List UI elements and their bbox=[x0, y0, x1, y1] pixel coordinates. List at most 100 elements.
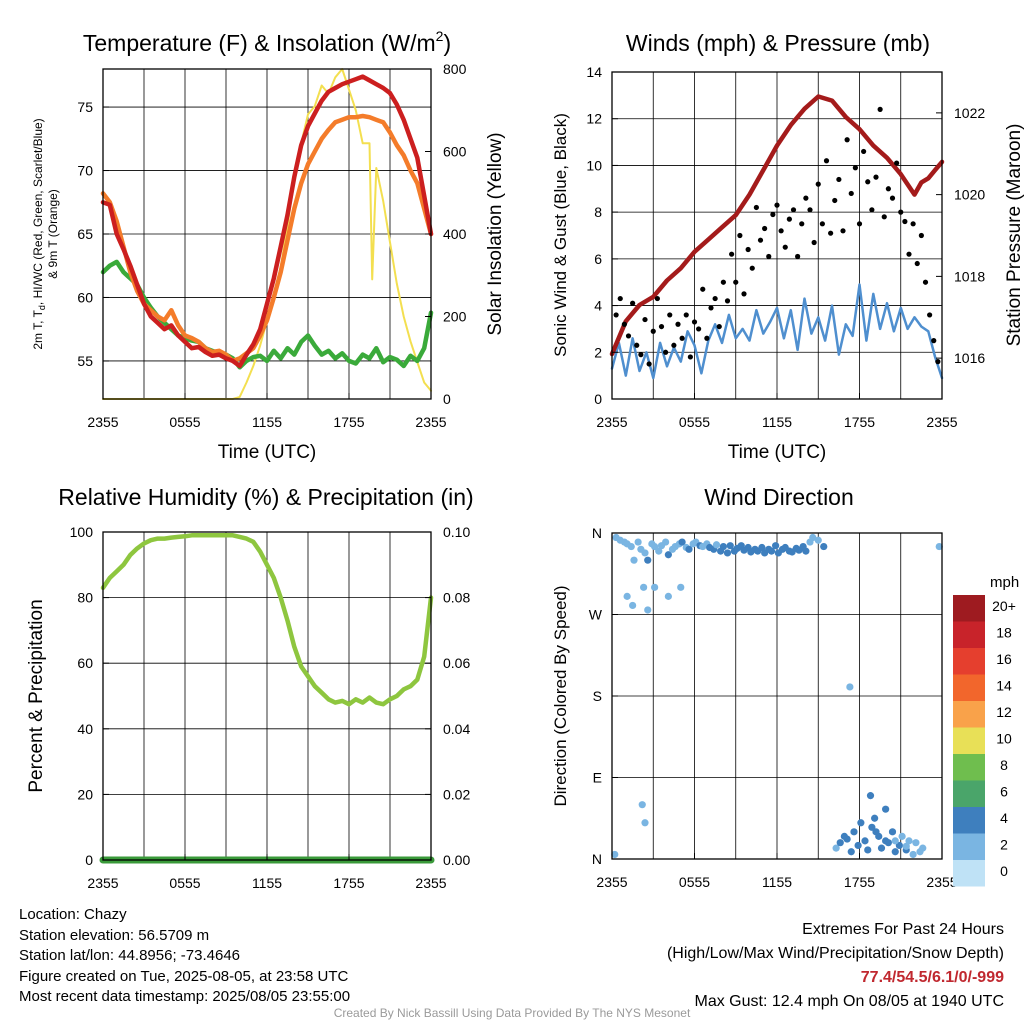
y-tick-label: 70 bbox=[77, 163, 93, 179]
direction-point bbox=[857, 819, 865, 827]
extremes-values: 77.4/54.5/6.1/0/-999 bbox=[860, 969, 1004, 986]
gust-point bbox=[889, 195, 896, 201]
gust-point bbox=[918, 232, 924, 239]
direction-point bbox=[664, 592, 672, 600]
series-2m-t bbox=[100, 74, 434, 369]
gust-point bbox=[724, 298, 731, 304]
direction-point bbox=[814, 536, 822, 544]
gust-point bbox=[865, 179, 871, 185]
y-tick-label: 80 bbox=[77, 590, 93, 606]
legend-label: 8 bbox=[1000, 757, 1008, 773]
svg-text:2m T, Td, HI/WC (Red, Green, S: 2m T, Td, HI/WC (Red, Green, Scarlet/Blu… bbox=[31, 118, 47, 349]
gust-point bbox=[823, 158, 830, 164]
y2-tick-label: 0.10 bbox=[443, 524, 470, 540]
gust-point bbox=[745, 246, 751, 253]
gust-point bbox=[881, 214, 887, 220]
temperature-ylabel-part-a: 2m T, T bbox=[31, 309, 45, 349]
gust-point bbox=[658, 323, 665, 330]
direction-point bbox=[847, 848, 855, 856]
temperature-title-sup: 2 bbox=[436, 28, 444, 44]
gust-point bbox=[840, 228, 846, 234]
direction-point bbox=[871, 814, 879, 822]
series-relative-humidity bbox=[100, 533, 434, 707]
y-tick-label: 60 bbox=[77, 289, 93, 305]
gust-point bbox=[815, 181, 821, 187]
gust-point bbox=[795, 253, 801, 260]
y-tick-label: S bbox=[593, 688, 602, 704]
direction-point bbox=[634, 538, 642, 546]
gust-point bbox=[807, 207, 813, 213]
gust-point bbox=[625, 333, 632, 339]
gust-point bbox=[844, 137, 850, 143]
legend-label: 12 bbox=[996, 704, 1012, 720]
legend-label: 16 bbox=[996, 651, 1012, 667]
direction-point bbox=[611, 850, 619, 859]
direction-ylabel-left: Direction (Colored By Speed) bbox=[551, 585, 570, 806]
gust-point bbox=[638, 352, 644, 358]
y2-tick-label: 0.02 bbox=[443, 786, 470, 802]
direction-point bbox=[758, 543, 766, 552]
gust-point bbox=[749, 265, 755, 271]
direction-point bbox=[678, 538, 686, 546]
y-tick-label: 0 bbox=[85, 852, 93, 868]
y2-tick-label: 0.08 bbox=[443, 590, 470, 606]
direction-point bbox=[662, 538, 670, 546]
gust-point bbox=[836, 176, 842, 183]
gust-point bbox=[675, 321, 681, 327]
humidity-panel: Relative Humidity (%) & Precipitation (i… bbox=[26, 484, 474, 891]
humidity-title: Relative Humidity (%) & Precipitation (i… bbox=[58, 484, 473, 510]
gust-point bbox=[894, 160, 900, 166]
gust-point bbox=[927, 312, 933, 318]
legend-swatch bbox=[953, 727, 985, 754]
gust-point bbox=[828, 230, 834, 236]
y-tick-label: 14 bbox=[586, 64, 602, 80]
extremes-subtitle: (High/Low/Max Wind/Precipitation/Snow De… bbox=[666, 945, 1004, 962]
direction-point bbox=[640, 583, 648, 591]
gust-point bbox=[790, 207, 797, 213]
direction-point bbox=[891, 837, 899, 845]
direction-point bbox=[850, 828, 858, 836]
gust-point bbox=[729, 251, 735, 257]
gust-point bbox=[712, 295, 718, 302]
y2-tick-label: 200 bbox=[443, 309, 467, 325]
gust-point bbox=[786, 216, 792, 222]
y2-tick-label: 800 bbox=[443, 61, 467, 77]
y2-tick-label: 600 bbox=[443, 144, 467, 160]
x-tick-label: 1755 bbox=[844, 874, 875, 890]
gust-point bbox=[774, 202, 780, 208]
y2-tick-label: 400 bbox=[443, 226, 467, 242]
gust-point bbox=[856, 221, 863, 227]
x-tick-label: 1755 bbox=[844, 414, 875, 430]
gust-point bbox=[646, 361, 652, 367]
direction-point bbox=[629, 601, 637, 610]
gust-point bbox=[663, 349, 669, 355]
direction-title: Wind Direction bbox=[704, 484, 854, 510]
legend-swatch bbox=[953, 648, 985, 675]
direction-point bbox=[832, 844, 840, 852]
gust-point bbox=[770, 211, 776, 218]
gust-point bbox=[811, 239, 817, 246]
x-tick-label: 2355 bbox=[596, 874, 627, 890]
temperature-xlabel: Time (UTC) bbox=[218, 442, 317, 463]
direction-point bbox=[854, 841, 862, 850]
direction-point bbox=[651, 583, 659, 591]
info-latlon: Station lat/lon: 44.8956; -73.4646 bbox=[19, 947, 241, 964]
x-tick-label: 2355 bbox=[415, 875, 446, 891]
gust-point bbox=[720, 279, 726, 285]
gust-point bbox=[931, 338, 937, 344]
legend-label: 2 bbox=[1000, 837, 1008, 853]
winds-ylabel-right: Station Pressure (Maroon) bbox=[1004, 124, 1024, 347]
direction-point bbox=[909, 850, 917, 859]
gust-point bbox=[737, 232, 743, 239]
legend-swatch bbox=[953, 621, 985, 648]
temperature-title-tail: ) bbox=[443, 30, 451, 56]
y-tick-label: 6 bbox=[594, 251, 602, 267]
gust-point bbox=[799, 221, 805, 227]
legend-swatch bbox=[953, 860, 985, 887]
x-tick-label: 2355 bbox=[415, 414, 446, 430]
direction-point bbox=[836, 839, 844, 847]
direction-point bbox=[882, 805, 890, 813]
direction-point bbox=[627, 542, 635, 551]
x-tick-label: 1155 bbox=[762, 874, 792, 890]
